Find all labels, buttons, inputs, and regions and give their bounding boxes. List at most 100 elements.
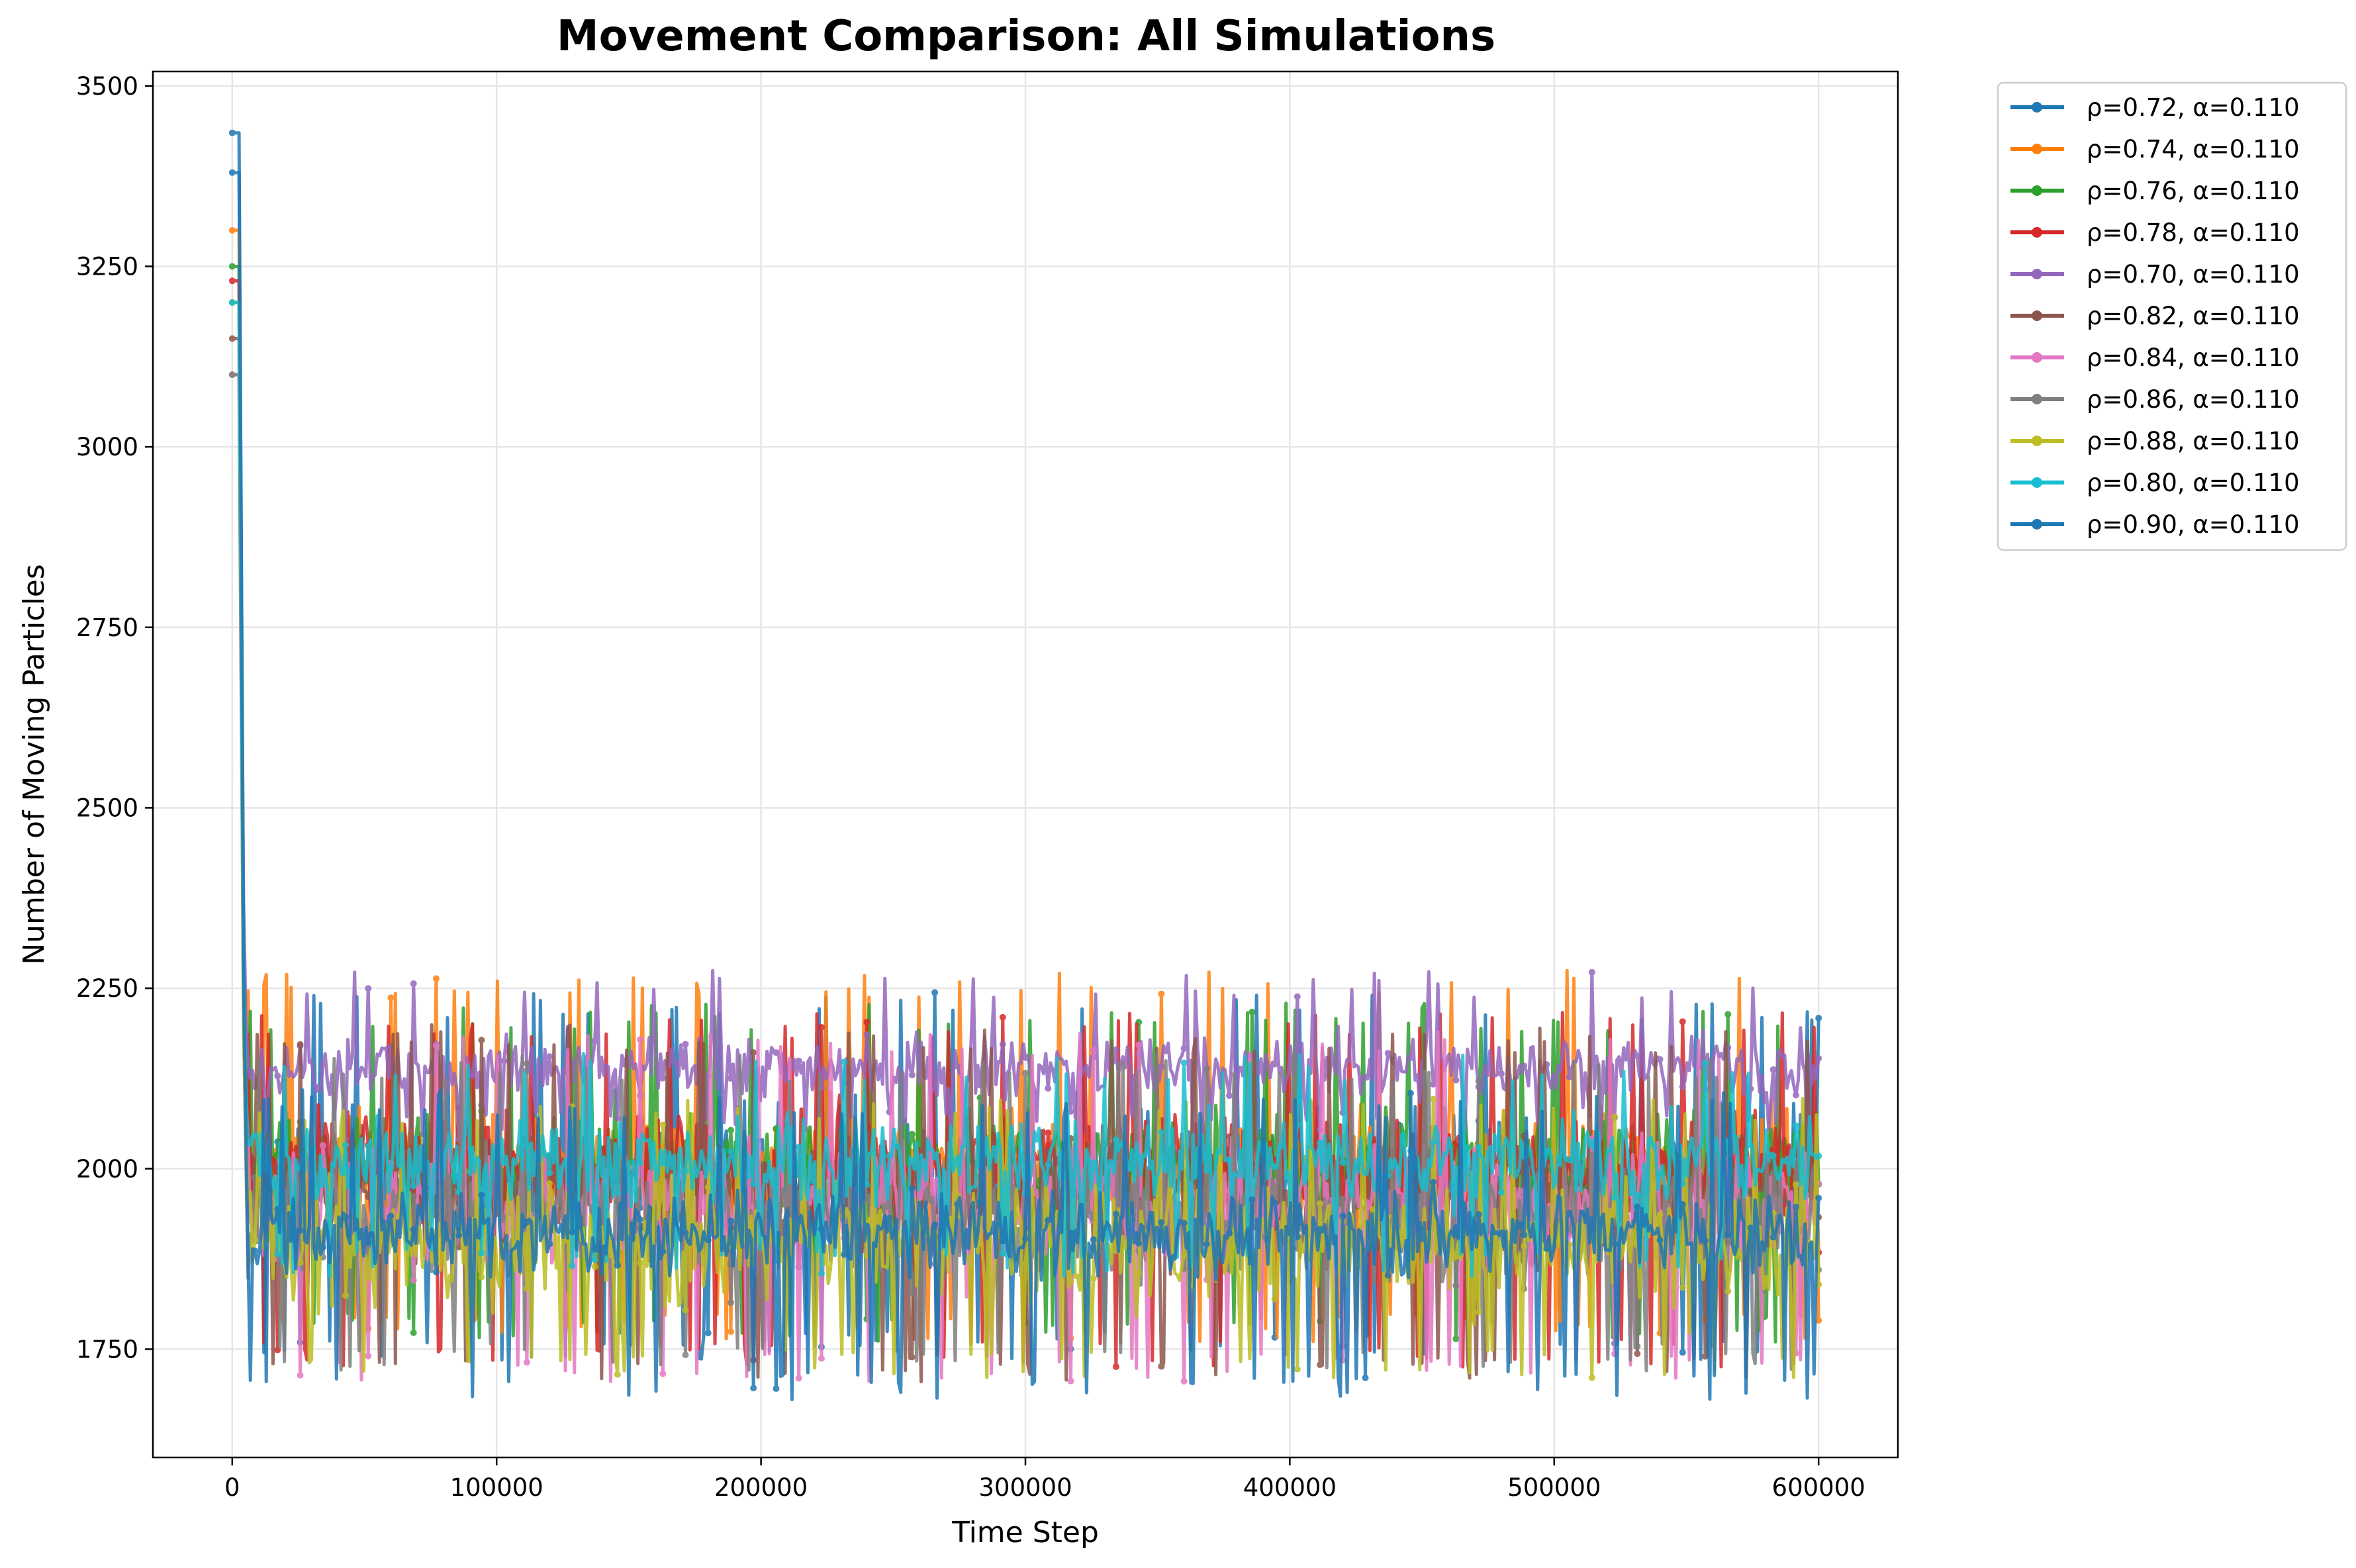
data-point — [931, 1085, 939, 1092]
data-point — [523, 1359, 530, 1366]
data-point — [682, 1307, 689, 1314]
data-point — [1543, 1148, 1550, 1155]
data-point — [523, 1219, 530, 1226]
data-point — [342, 1213, 349, 1221]
x-tick-label: 300000 — [978, 1473, 1072, 1502]
data-point — [569, 1228, 576, 1236]
data-point — [523, 1142, 530, 1149]
data-point — [908, 1185, 916, 1193]
data-point — [1679, 1018, 1686, 1025]
data-point — [818, 1269, 825, 1277]
data-point — [1249, 1009, 1256, 1016]
legend-label: ρ=0.86, α=0.110 — [2087, 385, 2300, 414]
data-point — [1792, 1203, 1799, 1211]
x-tick-label: 0 — [224, 1473, 240, 1502]
data-point — [252, 1247, 259, 1254]
legend-label: ρ=0.90, α=0.110 — [2087, 510, 2300, 539]
data-point — [704, 1183, 712, 1191]
data-point — [432, 975, 440, 982]
data-point — [1815, 1316, 1822, 1324]
data-point — [1702, 1237, 1709, 1244]
data-point — [410, 1277, 417, 1284]
data-point — [1588, 968, 1595, 976]
data-point — [523, 1060, 530, 1067]
data-point — [1249, 1191, 1256, 1198]
data-point — [500, 1159, 508, 1166]
data-point — [297, 1040, 304, 1048]
legend-marker — [2032, 227, 2042, 238]
data-point — [1180, 1377, 1188, 1385]
data-point — [387, 1164, 395, 1172]
data-point — [1679, 1201, 1686, 1208]
data-point — [1317, 1200, 1324, 1207]
data-point — [1112, 1211, 1119, 1218]
data-point — [1384, 1271, 1391, 1279]
data-point — [1294, 1365, 1301, 1373]
data-point — [1022, 1260, 1029, 1268]
data-point — [931, 1221, 939, 1228]
legend-label: ρ=0.76, α=0.110 — [2087, 177, 2300, 205]
data-point — [1724, 1011, 1732, 1018]
data-point — [1566, 1156, 1573, 1164]
data-point — [682, 1229, 689, 1236]
data-point — [1724, 1231, 1732, 1238]
data-point — [1815, 1054, 1822, 1062]
data-point — [750, 1181, 757, 1188]
data-point — [228, 335, 236, 342]
data-point — [976, 1198, 984, 1205]
data-point — [659, 1074, 667, 1082]
x-tick-label: 600000 — [1772, 1473, 1865, 1502]
data-point — [546, 1170, 553, 1177]
data-point — [795, 1375, 802, 1382]
data-point — [1634, 1052, 1641, 1060]
data-point — [569, 1262, 576, 1269]
data-point — [727, 1217, 734, 1224]
legend-marker — [2032, 477, 2042, 488]
data-point — [1815, 1152, 1822, 1160]
data-point — [274, 1072, 281, 1080]
data-point — [727, 1075, 734, 1082]
data-point — [1815, 1015, 1822, 1022]
data-point — [659, 1248, 667, 1255]
data-point — [1180, 1059, 1188, 1066]
data-point — [818, 1355, 825, 1362]
data-point — [704, 1329, 712, 1336]
data-point — [1180, 1219, 1188, 1226]
data-point — [863, 1031, 871, 1038]
data-point — [1430, 1138, 1437, 1146]
data-point — [319, 1061, 326, 1068]
data-point — [319, 1142, 326, 1149]
data-point — [1543, 1245, 1550, 1252]
data-point — [1226, 1230, 1233, 1237]
data-point — [1747, 1224, 1754, 1232]
chart-title: Movement Comparison: All Simulations — [557, 12, 1495, 61]
data-point — [591, 1246, 598, 1253]
data-point — [1271, 1163, 1278, 1170]
data-point — [1497, 1229, 1505, 1236]
y-tick-label: 2250 — [76, 974, 138, 1003]
data-point — [1747, 1142, 1754, 1149]
series-lines — [228, 129, 1822, 1402]
data-point — [387, 1213, 395, 1220]
legend-label: ρ=0.88, α=0.110 — [2087, 427, 2300, 455]
data-point — [1679, 1083, 1686, 1090]
data-point — [1226, 1157, 1233, 1164]
legend-label: ρ=0.82, α=0.110 — [2087, 302, 2300, 330]
data-point — [432, 1042, 440, 1049]
data-point — [410, 1329, 417, 1336]
data-point — [773, 1049, 780, 1056]
data-point — [297, 1371, 304, 1379]
data-point — [546, 1179, 553, 1187]
data-point — [546, 1240, 553, 1248]
data-point — [1180, 1044, 1188, 1052]
data-point — [795, 1057, 802, 1064]
legend-label: ρ=0.80, α=0.110 — [2087, 469, 2300, 497]
data-point — [1679, 1349, 1686, 1356]
data-point — [1452, 1253, 1460, 1260]
data-point — [954, 1062, 961, 1070]
data-point — [1588, 1138, 1595, 1146]
data-point — [1702, 1353, 1709, 1360]
data-point — [1271, 1199, 1278, 1207]
